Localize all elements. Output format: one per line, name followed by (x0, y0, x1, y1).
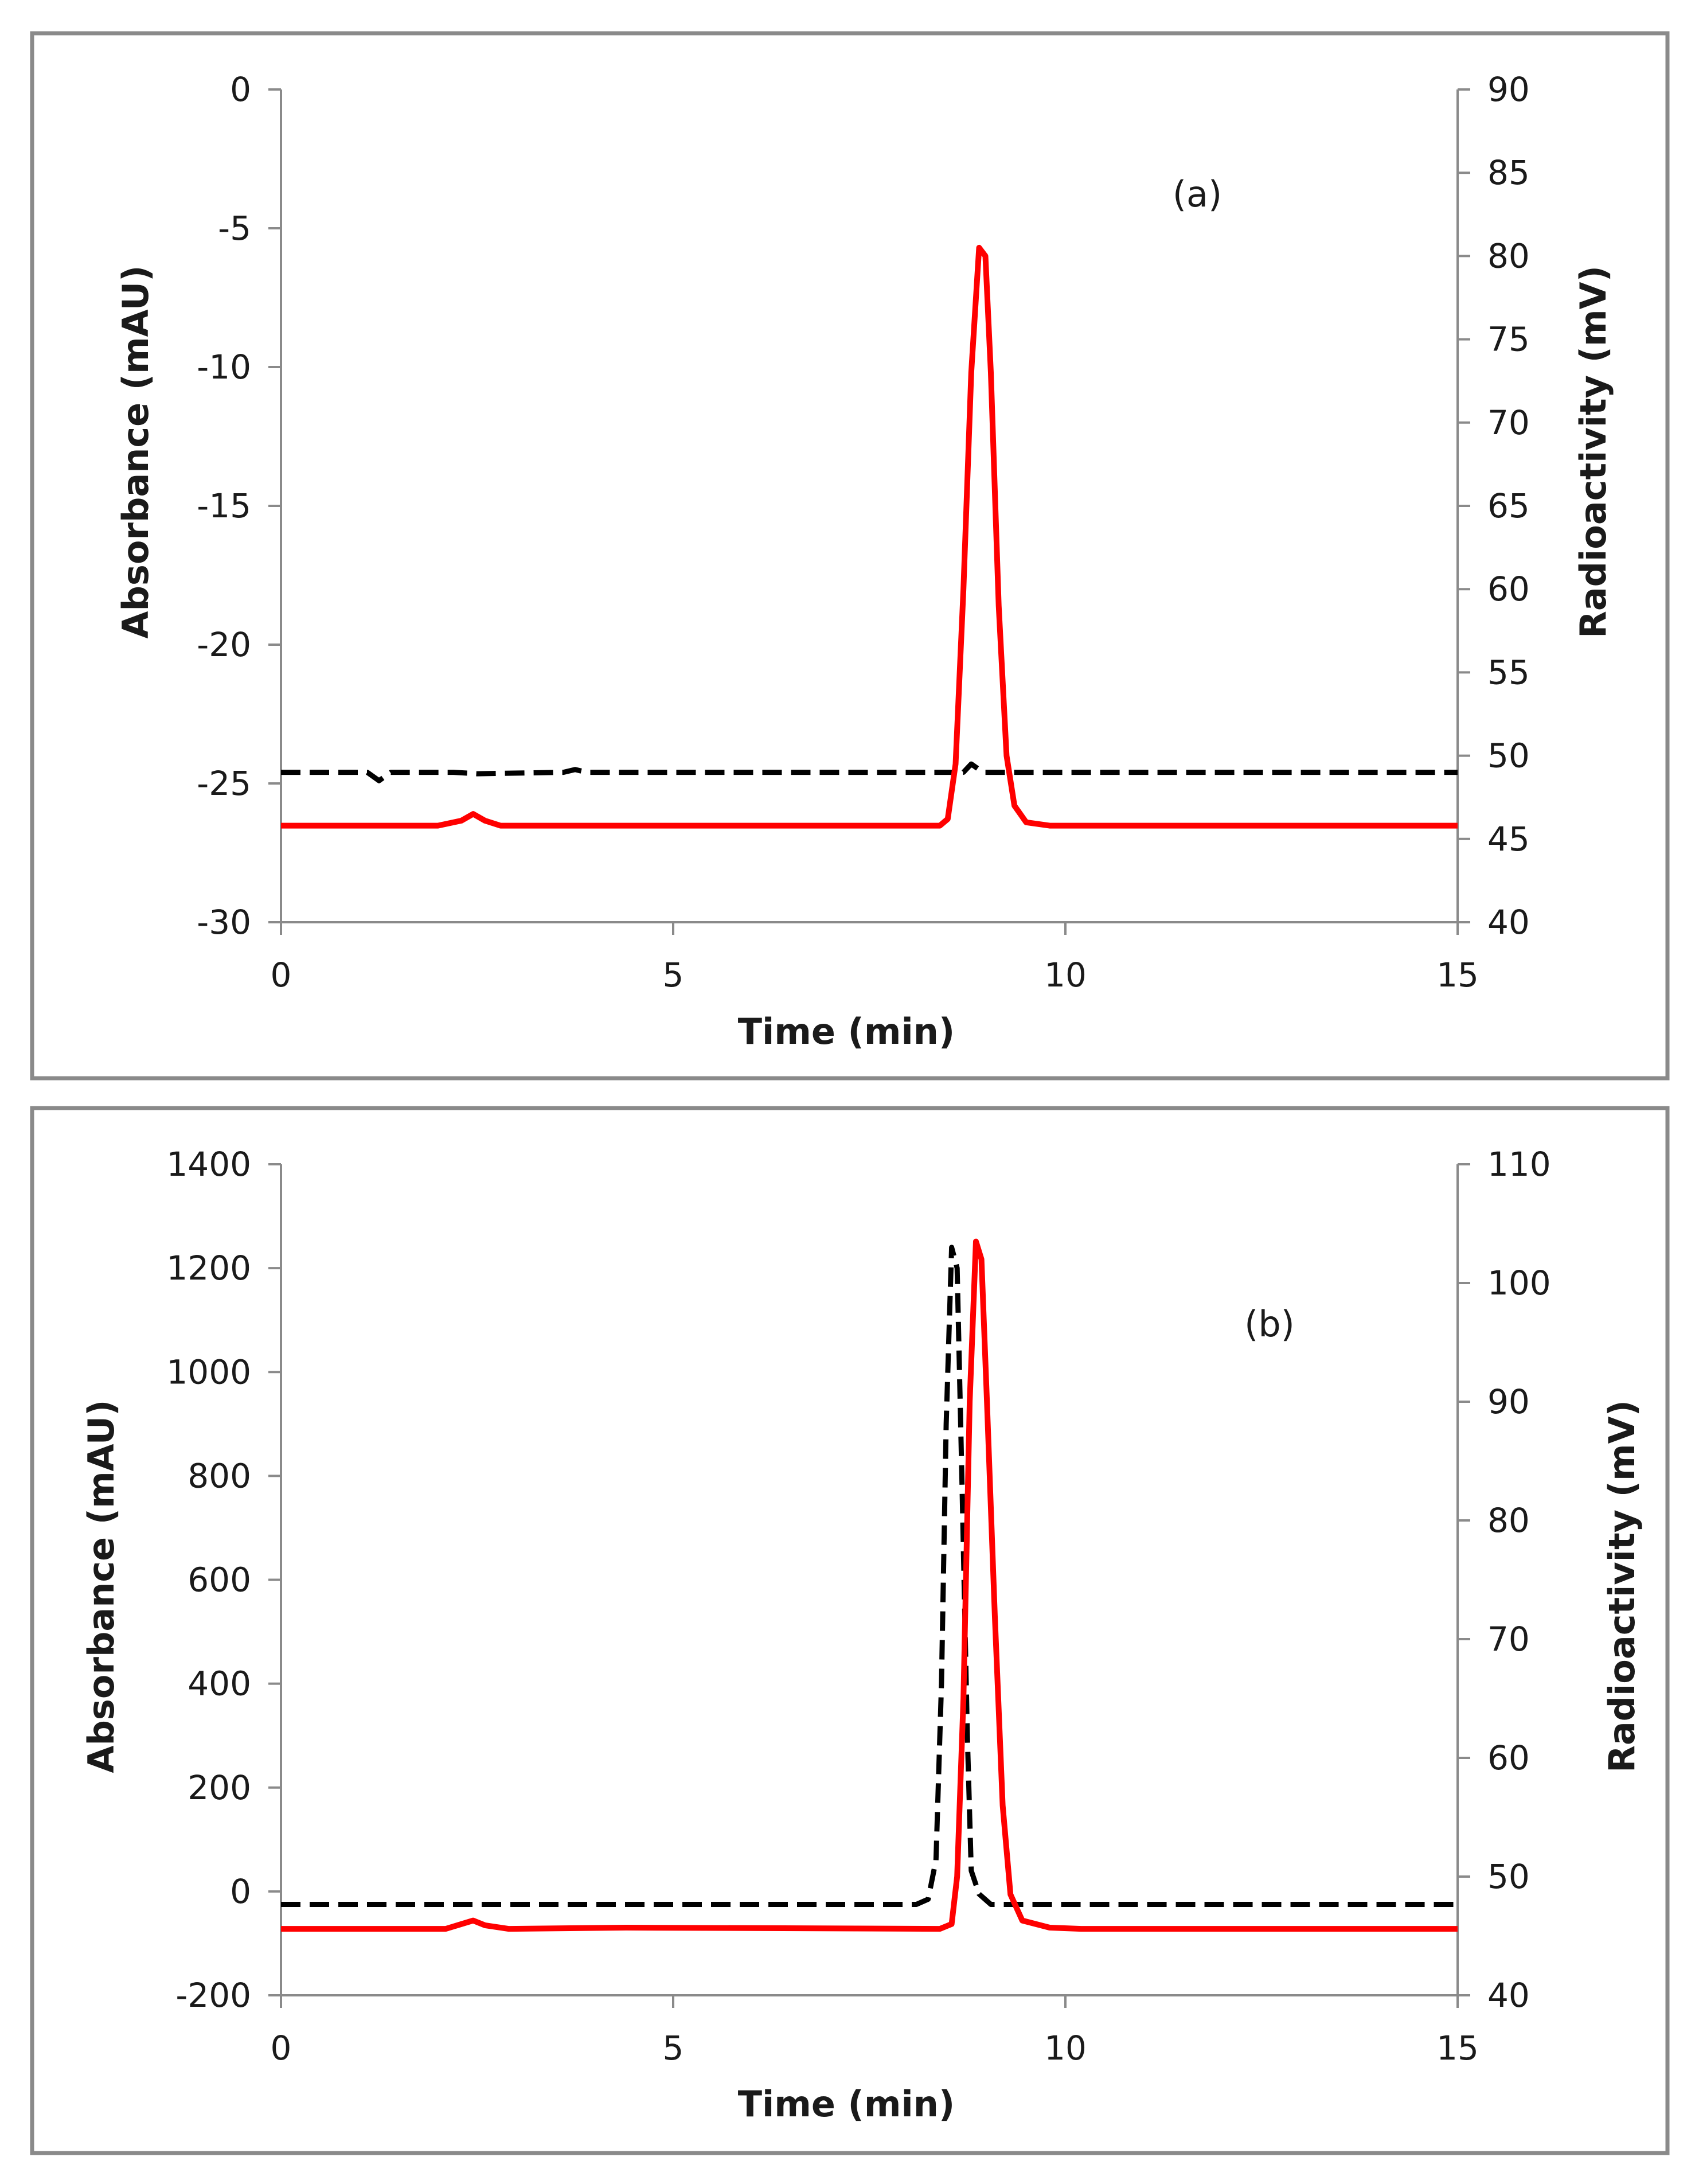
y-tick-label-left: 600 (188, 1561, 251, 1600)
y-tick-label-left: 0 (230, 1872, 251, 1911)
chart-panel-b: (b) Time (min) Absorbance (mAU) Radioact… (30, 1106, 1670, 2155)
x-tick-label: 15 (1436, 955, 1479, 994)
y-tick-label-right: 90 (1487, 70, 1530, 109)
x-tick-label: 0 (271, 955, 292, 994)
series-line-absorbance (281, 761, 1458, 783)
x-tick-label: 10 (1044, 955, 1087, 994)
panel-frame (30, 31, 1670, 1081)
chart-panel-a: (a) Time (min) Absorbance (mAU) Radioact… (30, 31, 1670, 1081)
y-tick-label-right: 50 (1487, 736, 1530, 775)
y-tick-label-right: 50 (1487, 1857, 1530, 1896)
y-tick-label-left: 400 (188, 1664, 251, 1703)
panel-label: (b) (1244, 1303, 1295, 1345)
y-tick-label-right: 110 (1487, 1145, 1551, 1184)
y-tick-label-right: 65 (1487, 486, 1530, 525)
y-tick-label-right: 80 (1487, 236, 1530, 275)
y-axis-title-right: Radioactivity (mV) (1572, 266, 1614, 638)
y-axis-title-left: Absorbance (mAU) (80, 1400, 122, 1773)
x-tick-label: 5 (663, 955, 684, 994)
y-tick-label-right: 100 (1487, 1263, 1551, 1302)
series-line-radioactivity (281, 1238, 1458, 1932)
panel-frame (30, 1106, 1670, 2155)
y-tick-label-left: 1200 (166, 1249, 251, 1288)
plot-area: 0 5 10 15 0 -5 -10 -15 -20 -25 -30 90 85 80 75 70 65 60 55… (197, 70, 1530, 994)
y-tick-label-left: -20 (197, 625, 251, 664)
x-axis-title: Time (min) (738, 2083, 955, 2125)
y-tick-label-right: 60 (1487, 570, 1530, 609)
y-tick-label-right: 80 (1487, 1501, 1530, 1540)
y-tick-label-left: -10 (197, 348, 251, 387)
y-tick-label-right: 40 (1487, 903, 1530, 942)
x-tick-label: 15 (1436, 2029, 1479, 2068)
y-tick-label-left: 200 (188, 1768, 251, 1807)
plot-area: 0 5 10 15 1400 1200 1000 800 600 400 200 0 -200 110 10… (166, 1145, 1551, 2068)
y-tick-label-right: 60 (1487, 1738, 1530, 1777)
y-tick-label-left: -30 (197, 903, 251, 942)
y-tick-label-right: 85 (1487, 153, 1530, 192)
y-axis-title-left: Absorbance (mAU) (115, 266, 157, 639)
y-tick-label-right: 70 (1487, 1620, 1530, 1659)
y-tick-label-left: 1000 (166, 1352, 251, 1391)
series-line-radioactivity (281, 244, 1458, 829)
x-tick-label: 10 (1044, 2029, 1087, 2068)
y-tick-label-left: 0 (230, 70, 251, 109)
panel-label: (a) (1173, 173, 1222, 215)
y-tick-label-left: 800 (188, 1456, 251, 1495)
y-tick-label-left: -25 (197, 764, 251, 803)
x-axis-title: Time (min) (738, 1011, 955, 1052)
y-tick-label-right: 55 (1487, 653, 1530, 692)
y-tick-label-right: 90 (1487, 1382, 1530, 1421)
y-tick-label-right: 75 (1487, 320, 1530, 359)
y-tick-label-left: -15 (197, 486, 251, 525)
y-tick-label-right: 40 (1487, 1976, 1530, 2015)
y-tick-label-right: 45 (1487, 820, 1530, 859)
x-tick-label: 0 (271, 2029, 292, 2068)
y-tick-label-left: -5 (218, 209, 251, 248)
y-tick-label-left: -200 (175, 1976, 251, 2015)
y-tick-label-left: 1400 (166, 1145, 251, 1184)
x-tick-label: 5 (663, 2029, 684, 2068)
y-axis-title-right: Radioactivity (mV) (1601, 1400, 1643, 1773)
y-tick-label-right: 70 (1487, 403, 1530, 442)
